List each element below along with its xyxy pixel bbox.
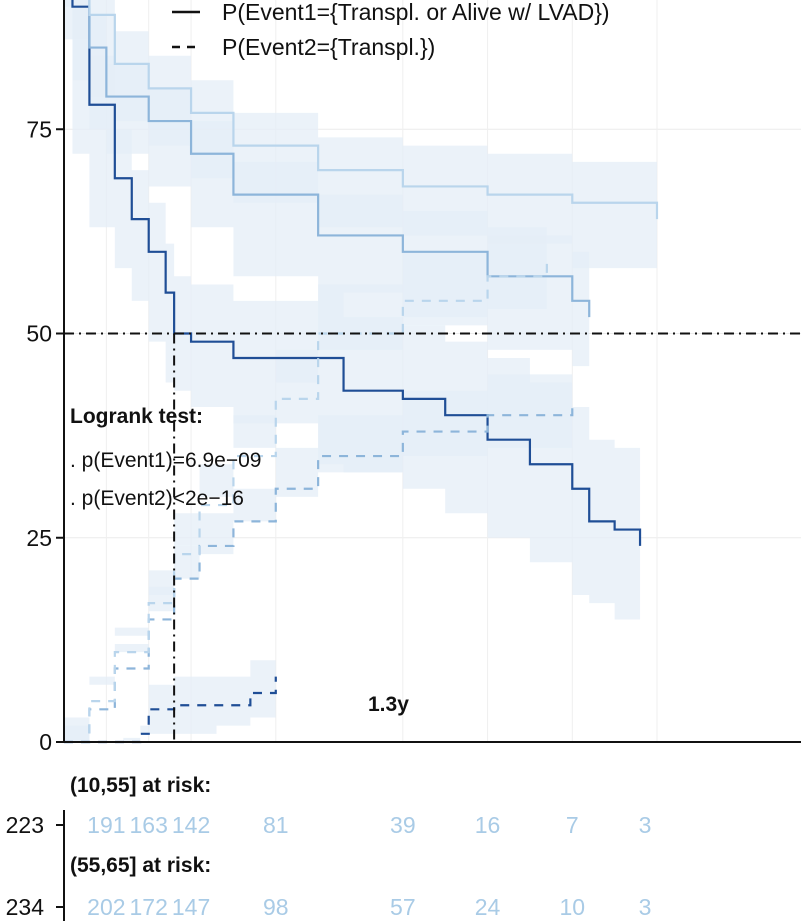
logrank-title: Logrank test: [70, 405, 203, 428]
curve-e2_dark [64, 676, 277, 744]
y-ticks: 0 25 50 75 [26, 116, 64, 755]
risk-count-g1-2: 142 [172, 812, 210, 838]
y-tick-label-75: 75 [26, 116, 52, 142]
risk-count-g2-5: 24 [475, 894, 501, 920]
logrank-p2: . p(Event2)<2e−16 [70, 487, 244, 510]
risk-count-g1-4: 39 [390, 812, 416, 838]
y-tick-label-25: 25 [26, 525, 52, 551]
risk-count-g2-1: 172 [130, 894, 168, 920]
risk-count-g1-3: 81 [263, 812, 289, 838]
risk-title-group2: (55,65] at risk: [70, 854, 211, 877]
legend-event2: P(Event2={Transpl.}) [222, 34, 435, 60]
risk-count-g1-1: 163 [130, 812, 168, 838]
median-time-label: 1.3y [368, 693, 409, 716]
risk-table: (10,55] at risk: (55,65] at risk: 223 23… [6, 774, 652, 920]
risk-count-g2-7: 3 [639, 894, 652, 920]
y-tick-label-0: 0 [39, 729, 52, 755]
legend-event1: P(Event1={Transpl. or Alive w/ LVAD}) [222, 0, 610, 25]
risk-title-group1: (10,55] at risk: [70, 774, 211, 797]
risk-count-g2-4: 57 [390, 894, 416, 920]
curve-e1_light [88, 0, 659, 220]
band-e1_light [72, 0, 657, 269]
risk-count-g1-0: 191 [87, 812, 125, 838]
median-reference-lines [64, 332, 801, 742]
y-tick-label-50: 50 [26, 321, 52, 347]
band-e2_mid [64, 366, 573, 742]
curve-e1_mid [88, 0, 591, 318]
survival-curves [64, 0, 659, 744]
band-e1_dark [64, 0, 641, 620]
risk-count-g1-7: 3 [639, 812, 652, 838]
risk-count-g1-5: 16 [475, 812, 501, 838]
band-e2_light [64, 210, 547, 742]
axes [56, 0, 801, 921]
risk-count-g2-2: 147 [172, 894, 210, 920]
band-e2_dark [64, 652, 276, 742]
curve-e2_light [64, 259, 548, 744]
risk-count-g2-0: 202 [87, 894, 125, 920]
confidence-bands [64, 0, 657, 742]
logrank-annotation: Logrank test: . p(Event1)=6.9e−09 . p(Ev… [70, 405, 261, 510]
risk-count-g1-6: 7 [566, 812, 579, 838]
risk-count-g2-3: 98 [263, 894, 289, 920]
legend: P(Event1={Transpl. or Alive w/ LVAD}) P(… [172, 0, 610, 60]
risk-count-g2-6: 10 [559, 894, 585, 920]
curve-e1_dark [71, 0, 642, 546]
risk-n-group1: 223 [6, 812, 44, 838]
risk-n-group2: 234 [6, 894, 45, 920]
logrank-p1: . p(Event1)=6.9e−09 [70, 449, 261, 472]
